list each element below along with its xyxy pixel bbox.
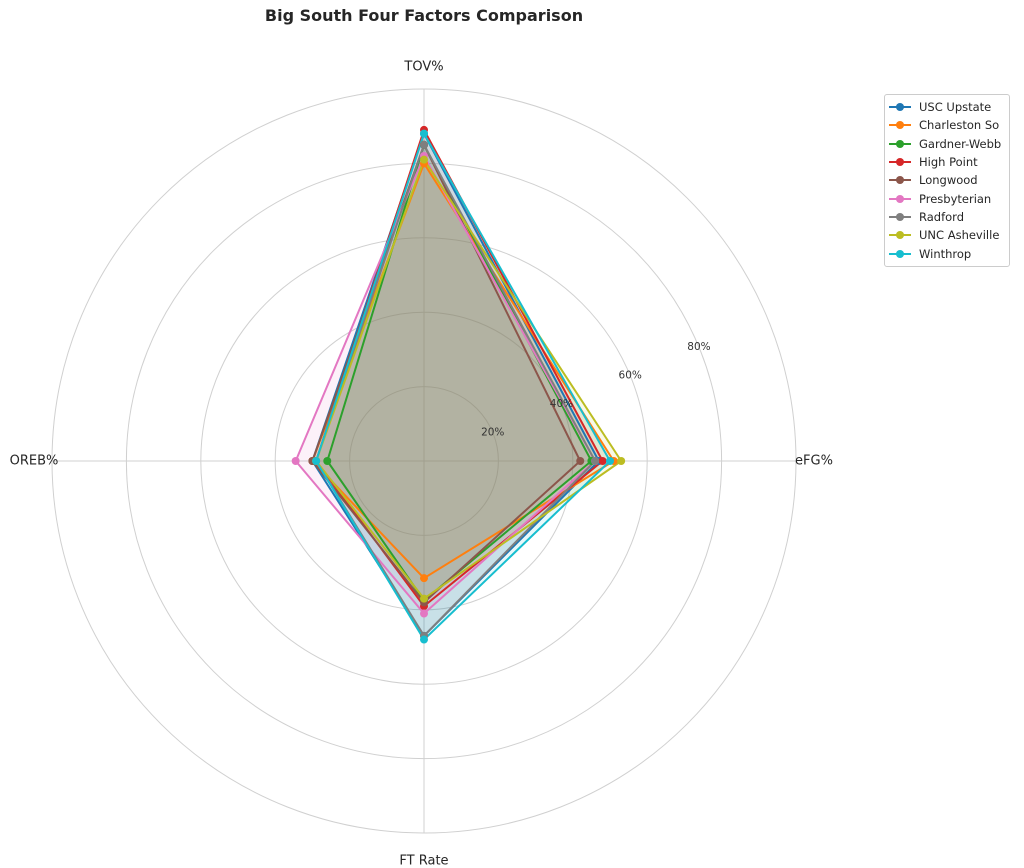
series-fill bbox=[316, 159, 622, 599]
series-points bbox=[291, 125, 626, 644]
series-fill bbox=[312, 163, 614, 579]
legend-item: Charleston So bbox=[889, 116, 1005, 134]
data-point bbox=[420, 609, 428, 618]
legend-item: Winthrop bbox=[889, 244, 1005, 262]
data-point bbox=[291, 457, 300, 465]
legend-swatch bbox=[889, 102, 911, 112]
data-point bbox=[576, 457, 585, 465]
series-fill bbox=[327, 144, 592, 601]
legend-label: Presbyterian bbox=[919, 191, 992, 206]
data-point bbox=[606, 457, 614, 465]
radial-tick-label: 20% bbox=[481, 427, 504, 439]
series-fill bbox=[295, 156, 596, 614]
legend-swatch bbox=[889, 194, 911, 204]
series-fill bbox=[312, 144, 581, 603]
legend-swatch bbox=[889, 120, 911, 130]
legend-label: Charleston So bbox=[919, 118, 1000, 133]
data-point bbox=[598, 457, 607, 465]
legend: USC Upstate Charleston So Gardner-Webb High… bbox=[884, 94, 1010, 267]
axis-label: FT Rate bbox=[399, 854, 448, 868]
data-point bbox=[420, 140, 428, 149]
radial-tick-label: 60% bbox=[619, 370, 642, 382]
legend-item: USC Upstate bbox=[889, 98, 1005, 116]
axis-label: TOV% bbox=[403, 60, 443, 75]
legend-label: Winthrop bbox=[919, 246, 972, 261]
legend-item: Radford bbox=[889, 208, 1005, 226]
legend-label: Longwood bbox=[919, 173, 978, 188]
legend-swatch bbox=[889, 139, 911, 149]
data-point bbox=[420, 155, 428, 164]
data-point bbox=[323, 457, 332, 465]
data-point bbox=[420, 574, 428, 583]
radial-tick-label: 40% bbox=[550, 398, 573, 410]
legend-swatch bbox=[889, 249, 911, 259]
legend-label: High Point bbox=[919, 155, 978, 170]
data-point bbox=[312, 457, 321, 465]
legend-item: UNC Asheville bbox=[889, 226, 1005, 244]
data-point bbox=[420, 635, 428, 644]
legend-item: High Point bbox=[889, 153, 1005, 171]
legend-swatch bbox=[889, 175, 911, 185]
legend-label: UNC Asheville bbox=[919, 228, 1000, 243]
chart-title: Big South Four Factors Comparison bbox=[264, 6, 584, 25]
radial-tick-label: 80% bbox=[687, 341, 710, 353]
legend-label: USC Upstate bbox=[919, 100, 992, 115]
legend-swatch bbox=[889, 230, 911, 240]
legend-item: Gardner-Webb bbox=[889, 135, 1005, 153]
legend-item: Presbyterian bbox=[889, 189, 1005, 207]
legend-label: Radford bbox=[919, 209, 964, 224]
legend-label: Gardner-Webb bbox=[919, 136, 1002, 151]
axis-labels: 20% 40% 60% 80% eFG% TOV% OREB% FT Rate bbox=[10, 60, 833, 868]
data-point bbox=[420, 594, 428, 603]
radar-chart: 20% 40% 60% 80% eFG% TOV% OREB% FT Rate bbox=[10, 60, 833, 868]
legend-swatch bbox=[889, 212, 911, 222]
axis-label: eFG% bbox=[795, 454, 833, 469]
axis-label: OREB% bbox=[10, 454, 59, 469]
data-point bbox=[420, 129, 428, 138]
data-point bbox=[591, 457, 600, 465]
legend-item: Longwood bbox=[889, 171, 1005, 189]
legend-swatch bbox=[889, 157, 911, 167]
data-point bbox=[617, 457, 626, 465]
